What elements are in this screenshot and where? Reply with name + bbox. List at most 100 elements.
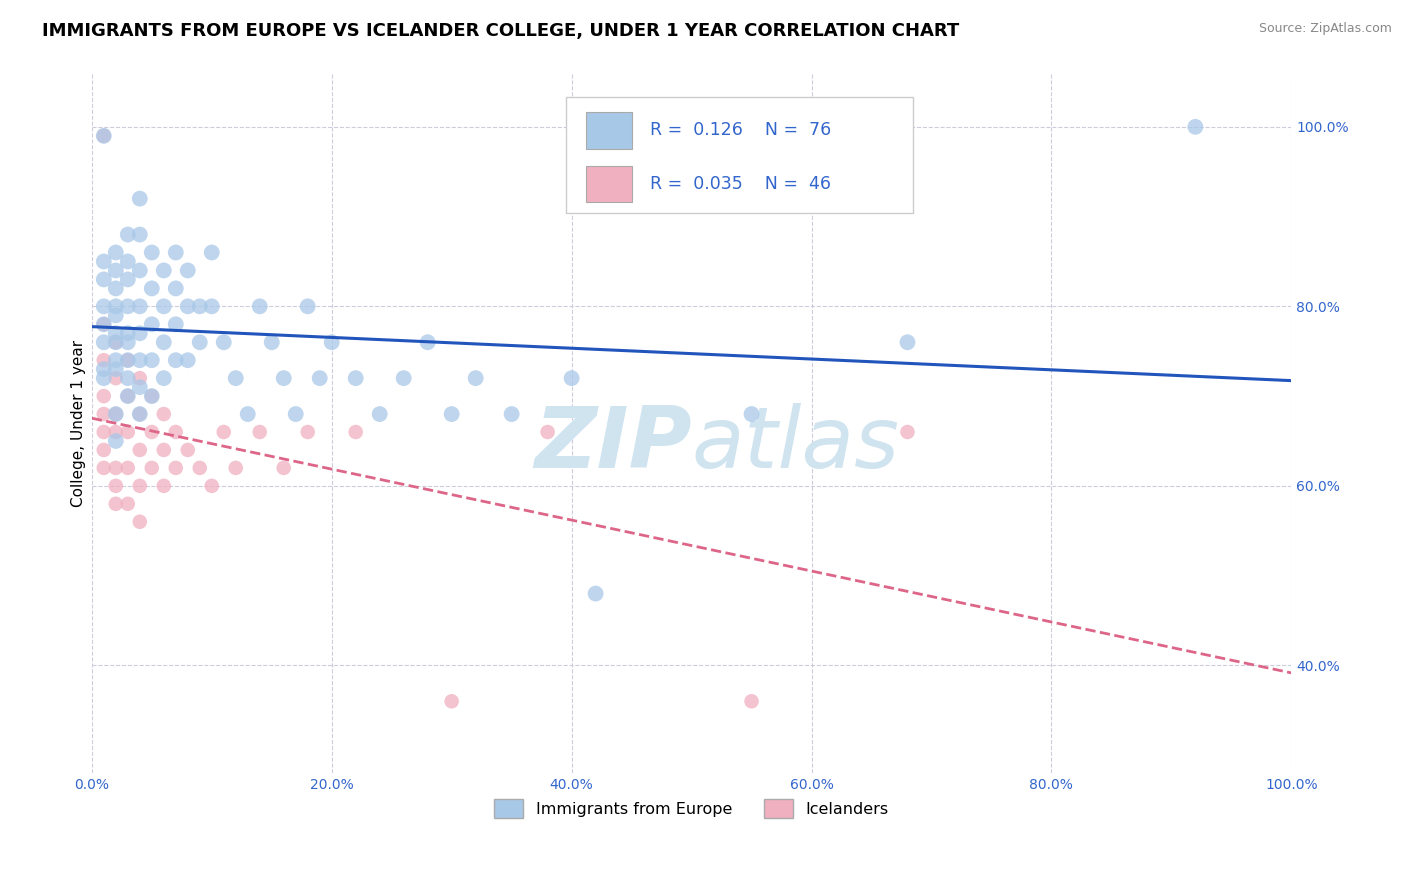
Point (104, 497, 127, 511)
Point (177, 442, 200, 457)
FancyBboxPatch shape (586, 112, 631, 149)
Point (141, 245, 163, 260)
Point (104, 335, 127, 350)
Point (141, 353, 163, 368)
Point (104, 245, 127, 260)
Point (225, 461, 247, 475)
Point (93, 389, 115, 403)
Point (368, 407, 391, 421)
Point (249, 299, 271, 313)
Point (117, 425, 139, 439)
Point (165, 425, 187, 439)
FancyBboxPatch shape (565, 97, 914, 213)
Point (93, 254, 115, 268)
Point (93, 442, 115, 457)
Point (128, 407, 150, 421)
Point (93, 371, 115, 385)
Point (117, 326, 139, 341)
Point (177, 353, 200, 368)
Point (165, 353, 187, 368)
Point (93, 362, 115, 376)
Point (128, 479, 150, 493)
Point (152, 371, 174, 385)
Point (104, 371, 127, 385)
Y-axis label: College, Under 1 year: College, Under 1 year (72, 340, 86, 507)
Point (104, 335, 127, 350)
FancyBboxPatch shape (586, 166, 631, 202)
Point (117, 335, 139, 350)
Point (225, 371, 247, 385)
Point (308, 371, 330, 385)
Point (104, 353, 127, 368)
Point (141, 389, 163, 403)
Point (212, 425, 235, 439)
Point (165, 318, 187, 332)
Point (93, 425, 115, 439)
Point (236, 407, 259, 421)
Point (104, 407, 127, 421)
Point (104, 263, 127, 277)
Point (177, 299, 200, 313)
Point (440, 694, 463, 708)
Point (117, 353, 139, 368)
Point (128, 263, 150, 277)
Point (128, 326, 150, 341)
Point (344, 371, 367, 385)
Point (93, 318, 115, 332)
Point (128, 380, 150, 394)
Point (93, 128, 115, 143)
Point (93, 461, 115, 475)
Point (416, 335, 439, 350)
Point (117, 353, 139, 368)
Legend: Immigrants from Europe, Icelanders: Immigrants from Europe, Icelanders (488, 792, 896, 824)
Point (260, 335, 283, 350)
Point (321, 335, 343, 350)
Point (741, 407, 763, 421)
Point (104, 281, 127, 295)
Point (152, 335, 174, 350)
Point (152, 442, 174, 457)
Point (273, 461, 295, 475)
Point (104, 326, 127, 341)
Point (93, 299, 115, 313)
Point (212, 335, 235, 350)
Text: Source: ZipAtlas.com: Source: ZipAtlas.com (1258, 22, 1392, 36)
Point (93, 353, 115, 368)
Point (117, 389, 139, 403)
Point (165, 281, 187, 295)
Point (896, 335, 918, 350)
Point (177, 263, 200, 277)
Point (141, 461, 163, 475)
Text: IMMIGRANTS FROM EUROPE VS ICELANDER COLLEGE, UNDER 1 YEAR CORRELATION CHART: IMMIGRANTS FROM EUROPE VS ICELANDER COLL… (42, 22, 959, 40)
Point (165, 245, 187, 260)
Point (104, 407, 127, 421)
Point (536, 425, 558, 439)
Point (585, 586, 607, 600)
Point (896, 425, 918, 439)
Text: R =  0.035    N =  46: R = 0.035 N = 46 (650, 175, 831, 193)
Text: atlas: atlas (692, 402, 900, 485)
Point (117, 497, 139, 511)
Point (104, 299, 127, 313)
Point (152, 407, 174, 421)
Point (297, 425, 319, 439)
Point (297, 299, 319, 313)
Point (392, 371, 415, 385)
Point (128, 371, 150, 385)
Point (440, 407, 463, 421)
Point (464, 371, 486, 385)
Point (104, 434, 127, 448)
Point (104, 425, 127, 439)
Point (249, 425, 271, 439)
Point (152, 479, 174, 493)
Point (152, 299, 174, 313)
Point (128, 407, 150, 421)
Text: ZIP: ZIP (534, 402, 692, 485)
Point (128, 192, 150, 206)
Point (117, 272, 139, 286)
Point (273, 371, 295, 385)
Point (128, 299, 150, 313)
Point (93, 318, 115, 332)
Point (128, 515, 150, 529)
Point (128, 442, 150, 457)
